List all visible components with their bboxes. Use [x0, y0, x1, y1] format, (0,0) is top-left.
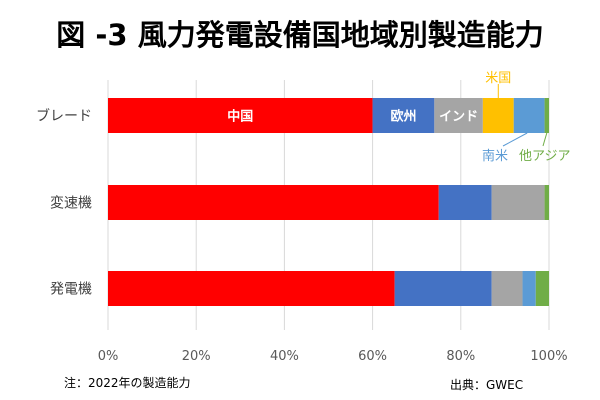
x-tick-label: 20%	[182, 349, 211, 364]
x-tick-label: 100%	[530, 349, 567, 364]
category-label: 変速機	[50, 195, 92, 212]
bar-segment	[522, 271, 536, 306]
category-label: ブレード	[36, 108, 92, 125]
series-label: 南米	[482, 148, 508, 164]
bar-segment	[108, 98, 373, 133]
bar-segment	[438, 185, 492, 220]
bar-segment	[491, 271, 523, 306]
bar-segment	[434, 98, 483, 133]
bar-segment	[544, 185, 549, 220]
series-label: 米国	[485, 71, 511, 86]
leader-line	[502, 132, 528, 147]
chart-title: 図 -3 風力発電設備国地域別製造能力	[56, 18, 544, 52]
bar-segment	[108, 271, 395, 306]
note-text: 注：2022年の製造能力	[64, 376, 191, 390]
x-tick-label: 0%	[98, 349, 119, 364]
series-label: 他アジア	[519, 149, 570, 164]
category-label: 発電機	[50, 282, 92, 298]
series-label: 欧州	[390, 109, 416, 125]
x-tick-label: 80%	[446, 349, 475, 364]
series-label: 中国	[227, 109, 253, 125]
leader-line	[542, 132, 548, 147]
bar-segment	[513, 98, 545, 133]
bar-segment	[544, 98, 549, 133]
bar-segment	[372, 98, 435, 133]
x-tick-label: 60%	[358, 349, 387, 364]
bar-segment	[535, 271, 549, 306]
x-tick-label: 40%	[270, 349, 299, 364]
series-label: インド	[439, 110, 478, 125]
bar-segment	[491, 185, 545, 220]
source-text: 出典：GWEC	[450, 378, 524, 392]
bar-segment	[108, 185, 439, 220]
bar-segment	[482, 98, 514, 133]
bar-segment	[394, 271, 492, 306]
